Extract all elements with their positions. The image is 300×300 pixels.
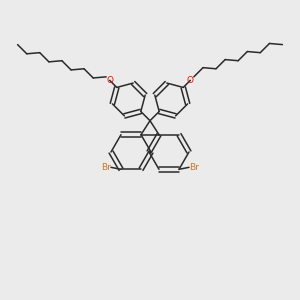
Text: O: O (106, 76, 113, 85)
Text: Br: Br (101, 163, 111, 172)
Text: Br: Br (189, 163, 199, 172)
Text: O: O (187, 76, 194, 85)
